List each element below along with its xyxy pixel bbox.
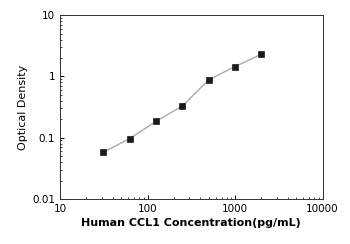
Y-axis label: Optical Density: Optical Density [18, 64, 28, 150]
X-axis label: Human CCL1 Concentration(pg/mL): Human CCL1 Concentration(pg/mL) [82, 218, 301, 228]
